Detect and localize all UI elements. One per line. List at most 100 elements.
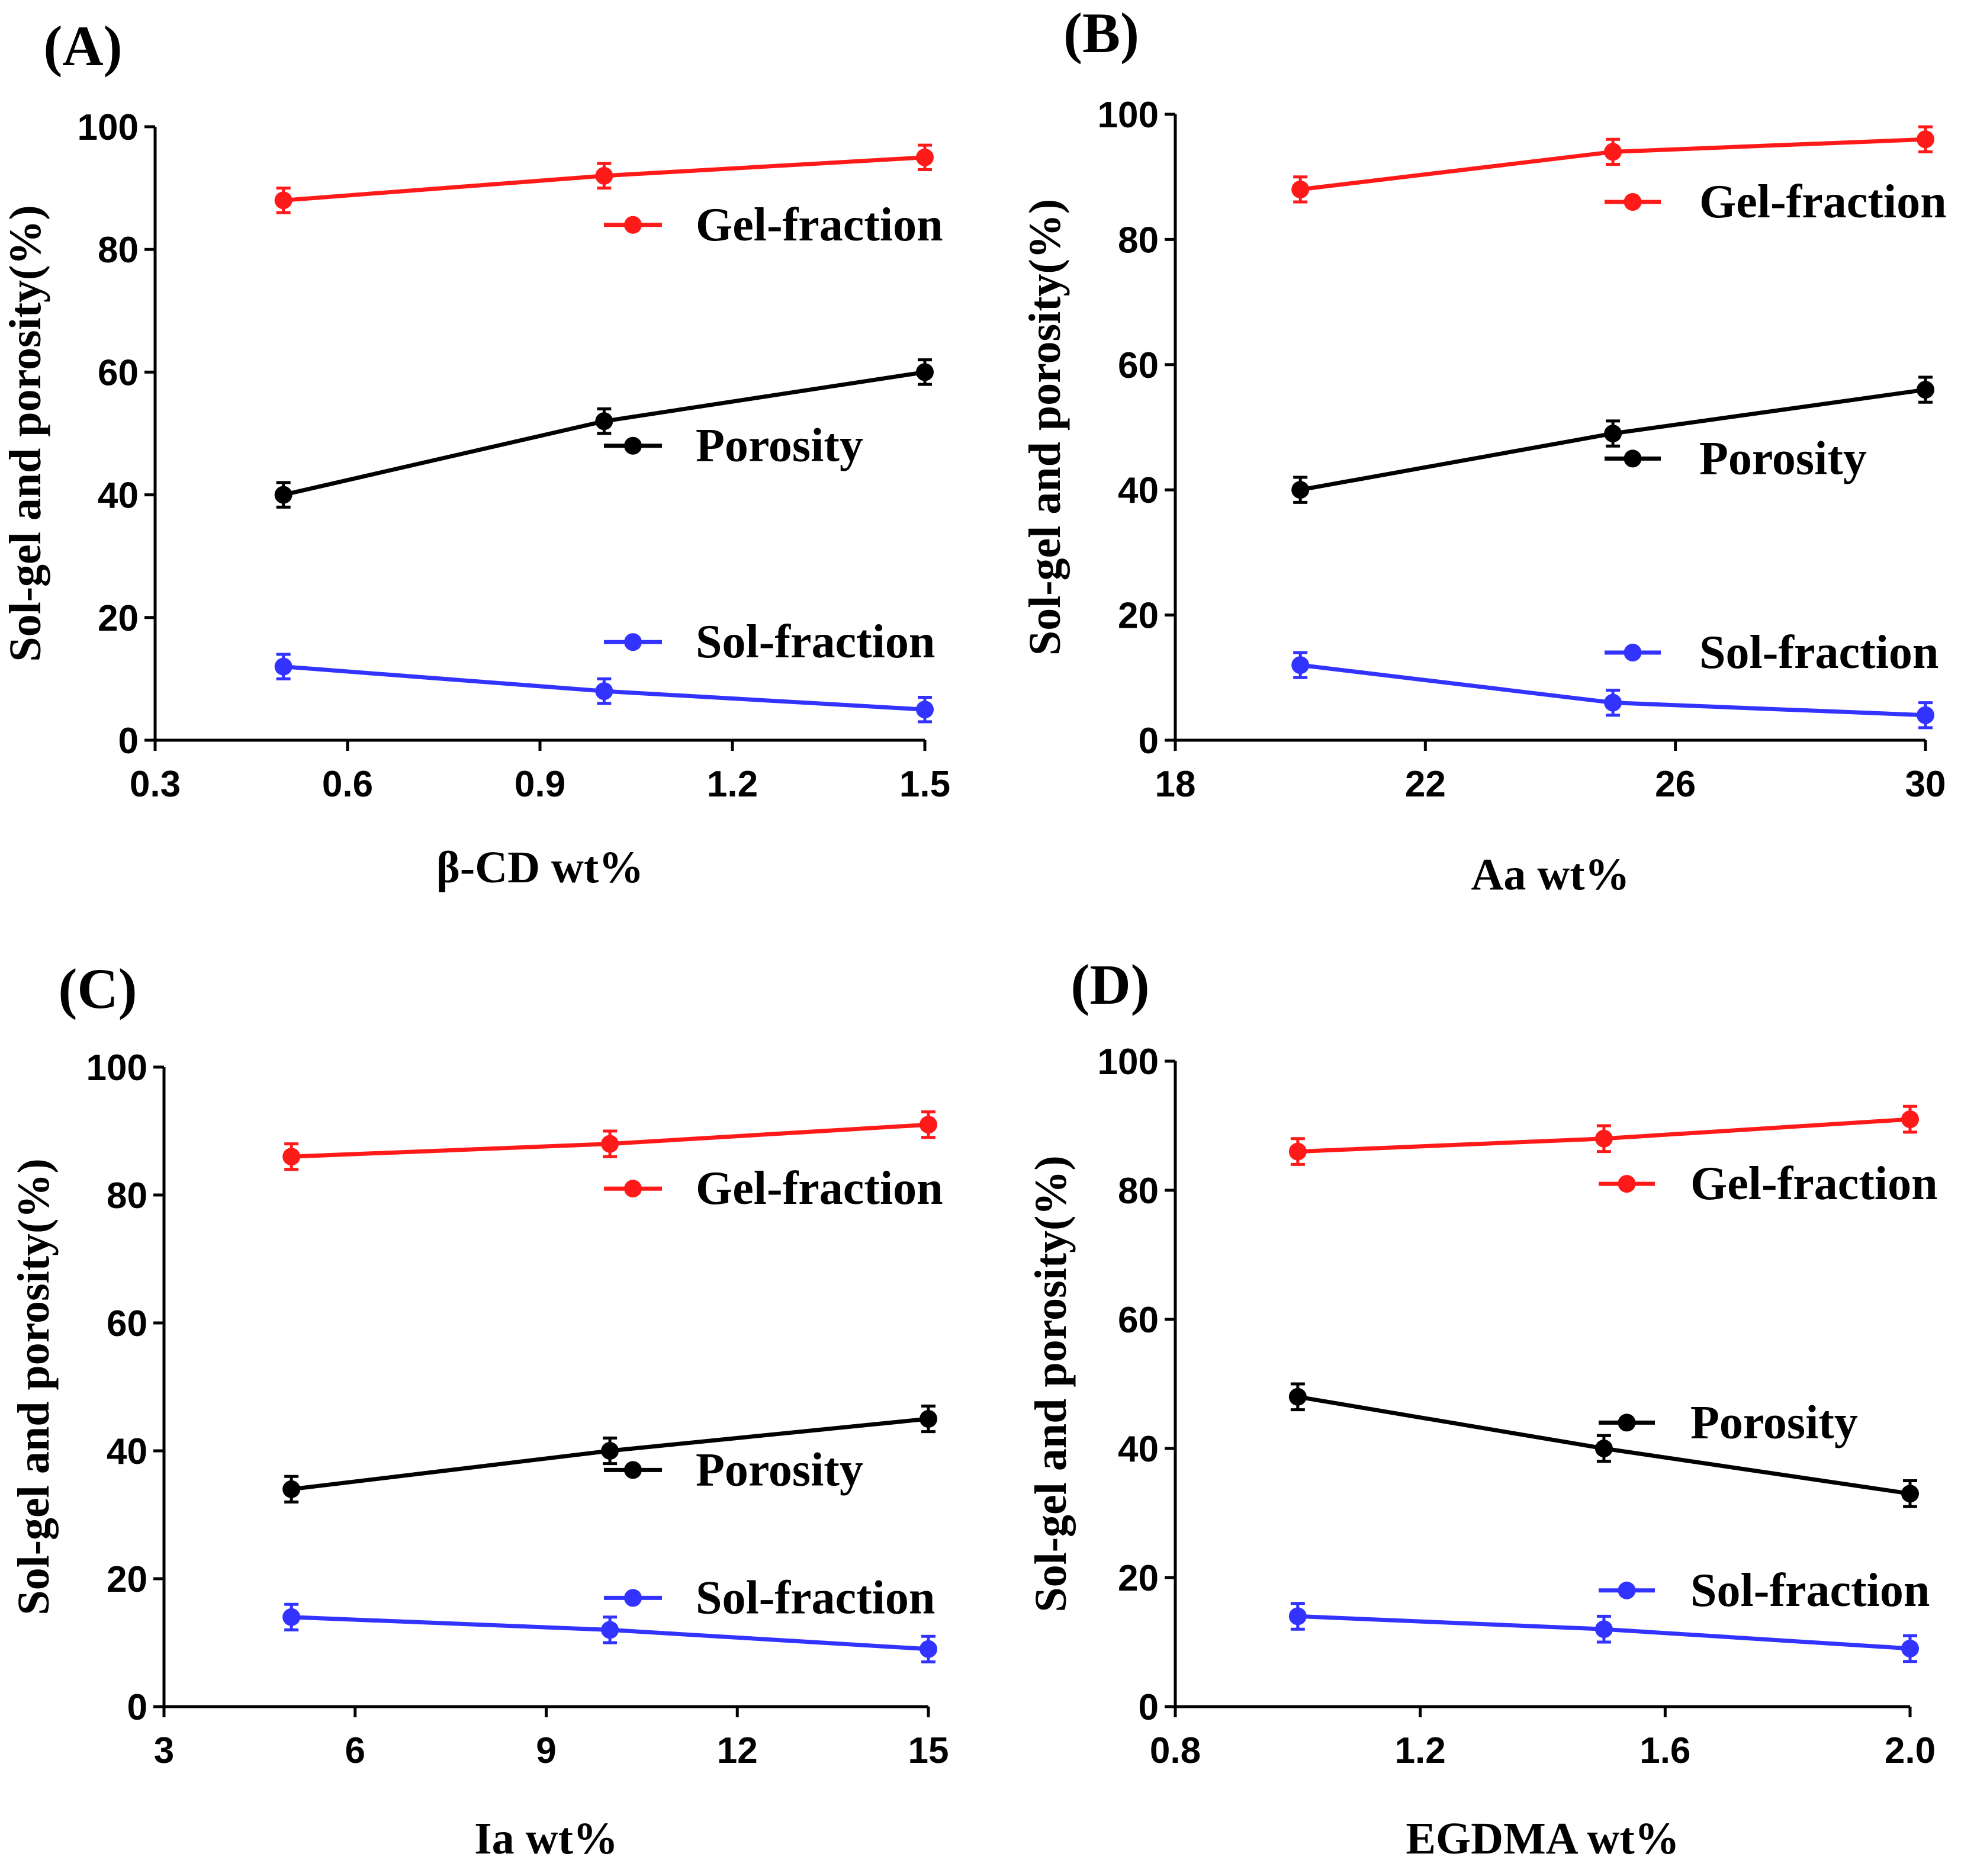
data-point (1594, 1129, 1613, 1148)
legend-label: Porosity (696, 1444, 863, 1496)
data-point (1594, 1620, 1613, 1639)
legend-label: Sol-fraction (696, 616, 935, 668)
panel-label: (C) (58, 957, 137, 1020)
data-point (1604, 693, 1622, 712)
legend-marker (624, 216, 642, 234)
x-tick-label: 1.2 (707, 764, 758, 805)
data-point (595, 682, 613, 701)
legend-sol-fraction: Sol-fraction (1599, 1565, 1930, 1617)
series-gel-fraction (1288, 1104, 1919, 1166)
data-point (1917, 130, 1934, 149)
y-axis-title: Sol-gel and porosity(%) (1, 205, 50, 661)
legend-marker (624, 436, 642, 455)
y-tick-label: 0 (118, 721, 139, 762)
series-gel-fraction (1291, 125, 1934, 204)
panel-a: (A) 0 20 40 60 80 100 0.3 0.6 0.9 1.2 1.5 β-CD wt% So… (1, 14, 950, 892)
x-tick-label: 0.3 (130, 764, 181, 805)
x-tick-label: 2.0 (1885, 1730, 1936, 1771)
data-point (920, 1116, 937, 1134)
x-tick-label: 12 (717, 1730, 758, 1771)
data-point (595, 166, 613, 185)
legend-porosity: Porosity (1599, 1396, 1858, 1448)
data-point (274, 191, 292, 210)
series-sol-fraction (282, 1602, 937, 1663)
x-tick-label: 0.9 (515, 764, 565, 805)
y-tick-label: 40 (1118, 1429, 1159, 1470)
y-tick-label: 80 (107, 1175, 147, 1216)
y-tick-label: 20 (1118, 596, 1159, 637)
y-tick-label: 0 (1139, 1687, 1159, 1728)
x-tick-label: 6 (345, 1730, 365, 1771)
y-tick-label: 40 (98, 476, 139, 516)
panel-b: (B) 0 20 40 60 80 100 18 22 26 30 Aa wt% Sol-gel and… (1020, 1, 1947, 900)
legend-marker (1618, 1581, 1636, 1599)
legend-gel-fraction: Gel-fraction (604, 199, 943, 251)
legend-sol-fraction: Sol-fraction (604, 1572, 935, 1624)
data-point (1604, 143, 1622, 161)
data-point (1604, 425, 1622, 443)
x-axis-title: Aa wt% (1471, 850, 1629, 900)
data-point (1594, 1440, 1613, 1457)
legend-porosity: Porosity (604, 1444, 863, 1496)
data-point (1288, 1387, 1307, 1406)
data-point (916, 701, 934, 719)
y-axis-title: Sol-gel and porosity(%) (1026, 1155, 1076, 1612)
y-axis-title: Sol-gel and porosity(%) (1020, 199, 1070, 656)
data-point (601, 1442, 619, 1460)
series-porosity (282, 1404, 937, 1504)
legend-label: Porosity (696, 420, 863, 472)
legend-label: Gel-fraction (1699, 176, 1947, 228)
legend-marker (1624, 449, 1642, 468)
y-tick-label: 40 (1118, 470, 1159, 511)
legend-gel-fraction: Gel-fraction (1605, 176, 1947, 228)
legend-sol-fraction: Sol-fraction (1605, 627, 1939, 679)
y-tick-label: 100 (1098, 95, 1159, 136)
data-point (916, 148, 934, 166)
y-tick-label: 100 (86, 1048, 147, 1088)
legend-label: Porosity (1690, 1396, 1858, 1448)
x-tick-label: 9 (536, 1730, 556, 1771)
data-point (282, 1148, 301, 1166)
data-point (916, 363, 934, 381)
x-tick-label: 0.8 (1150, 1730, 1201, 1771)
data-point (274, 486, 292, 504)
y-tick-label: 80 (1118, 1171, 1159, 1212)
legend-marker (1618, 1175, 1636, 1193)
data-point (1917, 381, 1934, 399)
legend-marker (624, 1180, 642, 1198)
x-tick-label: 1.2 (1395, 1730, 1446, 1771)
series-gel-fraction (282, 1110, 937, 1171)
y-tick-label: 80 (98, 230, 139, 271)
panel-d: (D) 0 20 40 60 80 100 0.8 1.2 1.6 2.0 EGDMA wt% Sol-… (1026, 953, 1938, 1864)
data-point (282, 1608, 301, 1626)
panel-c: (C) 0 20 40 60 80 100 3 6 9 12 15 Ia wt% Sol-gel and … (9, 957, 949, 1864)
legend-sol-fraction: Sol-fraction (604, 616, 935, 668)
legend-marker (624, 633, 642, 651)
data-point (601, 1621, 619, 1639)
legend-label: Gel-fraction (696, 1162, 943, 1215)
y-tick-label: 40 (107, 1431, 147, 1472)
panel-label: (D) (1070, 953, 1149, 1016)
x-tick-label: 30 (1905, 764, 1946, 805)
legend-label: Sol-fraction (1690, 1565, 1930, 1617)
legend-marker (624, 1461, 642, 1479)
legend-marker (624, 1589, 642, 1607)
y-axis-title: Sol-gel and porosity(%) (9, 1158, 59, 1615)
x-axis-title: Ia wt% (474, 1814, 618, 1864)
legend-porosity: Porosity (1605, 432, 1867, 484)
x-tick-label: 0.6 (322, 764, 373, 805)
series-sol-fraction (1291, 651, 1934, 730)
y-tick-label: 100 (1098, 1042, 1159, 1082)
legend-marker (1624, 644, 1642, 662)
series-sol-fraction (1288, 1602, 1919, 1663)
legend-label: Sol-fraction (1699, 627, 1939, 679)
x-axis-title: β-CD wt% (436, 843, 644, 892)
data-point (1291, 180, 1310, 198)
y-tick-label: 60 (98, 352, 139, 393)
y-tick-label: 60 (1118, 1300, 1159, 1341)
data-point (1901, 1485, 1919, 1503)
panel-label: (B) (1063, 1, 1139, 65)
legend-label: Sol-fraction (696, 1572, 935, 1624)
legend-marker (1624, 192, 1642, 211)
